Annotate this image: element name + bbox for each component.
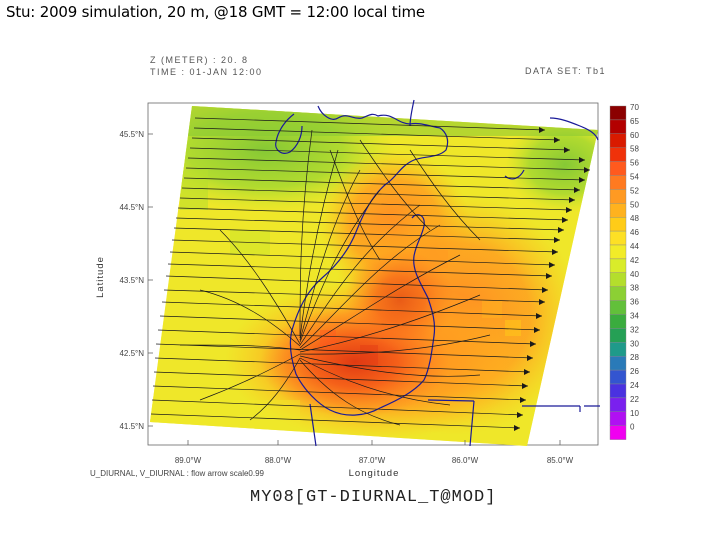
colorbar-label: 52 xyxy=(630,186,639,195)
x-tick-label: 85.0°W xyxy=(547,456,574,465)
colorbar-label: 70 xyxy=(630,103,639,112)
colorbar-label: 38 xyxy=(630,284,639,293)
y-tick-label: 45.5°N xyxy=(119,130,144,139)
colorbar-label: 28 xyxy=(630,353,639,362)
colorbar-swatch xyxy=(609,300,627,315)
colorbar-swatch xyxy=(609,175,627,190)
y-tick-label: 42.5°N xyxy=(119,349,144,358)
colorbar-label: 22 xyxy=(630,395,639,404)
colorbar-swatch xyxy=(609,397,627,412)
colorbar-label: 58 xyxy=(630,145,639,154)
colorbar-swatch xyxy=(609,258,627,273)
colorbar-swatch xyxy=(609,133,627,148)
colorbar-label: 26 xyxy=(630,367,639,376)
colorbar-label: 32 xyxy=(630,325,639,334)
z-level-label: Z (METER) : 20. 8 xyxy=(150,55,249,65)
colorbar-label: 44 xyxy=(630,242,639,251)
slide-title: Stu: 2009 simulation, 20 m, @18 GMT = 12… xyxy=(6,3,425,21)
colorbar-swatch xyxy=(609,314,627,329)
colorbar-label: 24 xyxy=(630,381,639,390)
colorbar-swatch xyxy=(609,383,627,399)
colorbar-swatch xyxy=(609,411,627,426)
colorbar-swatch xyxy=(609,272,627,287)
colorbar-label: 56 xyxy=(630,159,639,168)
y-tick-label: 44.5°N xyxy=(119,203,144,212)
colorbar-swatch xyxy=(609,369,627,385)
colorbar-swatch xyxy=(609,147,627,162)
dataset-footer-label: MY08[GT-DIURNAL_T@MOD] xyxy=(250,488,497,507)
colorbar-label: 54 xyxy=(630,173,639,182)
colorbar-label: 34 xyxy=(630,312,639,321)
y-tick-label: 43.5°N xyxy=(119,276,144,285)
colorbar-label: 48 xyxy=(630,214,639,223)
colorbar-label: 65 xyxy=(630,117,639,126)
colorbar-swatch xyxy=(609,189,627,204)
colorbar-swatch xyxy=(609,119,627,135)
colorbar-swatch xyxy=(609,328,627,343)
colorbar-swatch xyxy=(609,216,627,232)
colorbar-swatch xyxy=(609,105,627,121)
arrow-glyph xyxy=(514,127,590,431)
colorbar-label: 42 xyxy=(630,256,639,265)
colorbar: 70 65 60 58 56 54 52 50 48 46 44 42 40 38 36 34 32 30 28 26… xyxy=(609,103,639,440)
vector-caption: U_DIURNAL, V_DIURNAL : flow arrow scale0… xyxy=(90,469,265,478)
y-axis-title: Latitude xyxy=(95,256,106,298)
lake-michigan-outline xyxy=(275,99,600,447)
colorbar-swatch xyxy=(609,342,627,357)
y-tick-label: 41.5°N xyxy=(119,422,144,431)
colorbar-label: 30 xyxy=(630,339,639,348)
colorbar-swatch xyxy=(609,425,627,440)
colorbar-swatch xyxy=(609,244,627,260)
colorbar-label: 50 xyxy=(630,200,639,209)
x-axis-title: Longitude xyxy=(349,468,400,479)
colorbar-label: 40 xyxy=(630,270,639,279)
colorbar-swatch xyxy=(609,356,627,371)
y-axis xyxy=(148,133,153,427)
colorbar-label: 46 xyxy=(630,228,639,237)
colorbar-swatch xyxy=(609,161,627,176)
x-axis xyxy=(187,440,561,445)
x-tick-label: 89.0°W xyxy=(175,456,202,465)
colorbar-label: 10 xyxy=(630,409,639,418)
colorbar-label: 0 xyxy=(630,423,635,432)
x-tick-label: 86.0°W xyxy=(452,456,479,465)
time-label: TIME : 01-JAN 12:00 xyxy=(150,67,263,77)
colorbar-swatch xyxy=(609,230,627,246)
x-tick-label: 88.0°W xyxy=(265,456,292,465)
plot-frame xyxy=(147,102,599,446)
x-tick-label: 87.0°W xyxy=(359,456,386,465)
dataset-label: DATA SET: Tb1 xyxy=(525,66,607,76)
wind-vectors xyxy=(150,117,591,429)
colorbar-swatch xyxy=(609,203,627,218)
colorbar-label: 36 xyxy=(630,298,639,307)
colorbar-swatch xyxy=(609,286,627,301)
colorbar-label: 60 xyxy=(630,131,639,140)
